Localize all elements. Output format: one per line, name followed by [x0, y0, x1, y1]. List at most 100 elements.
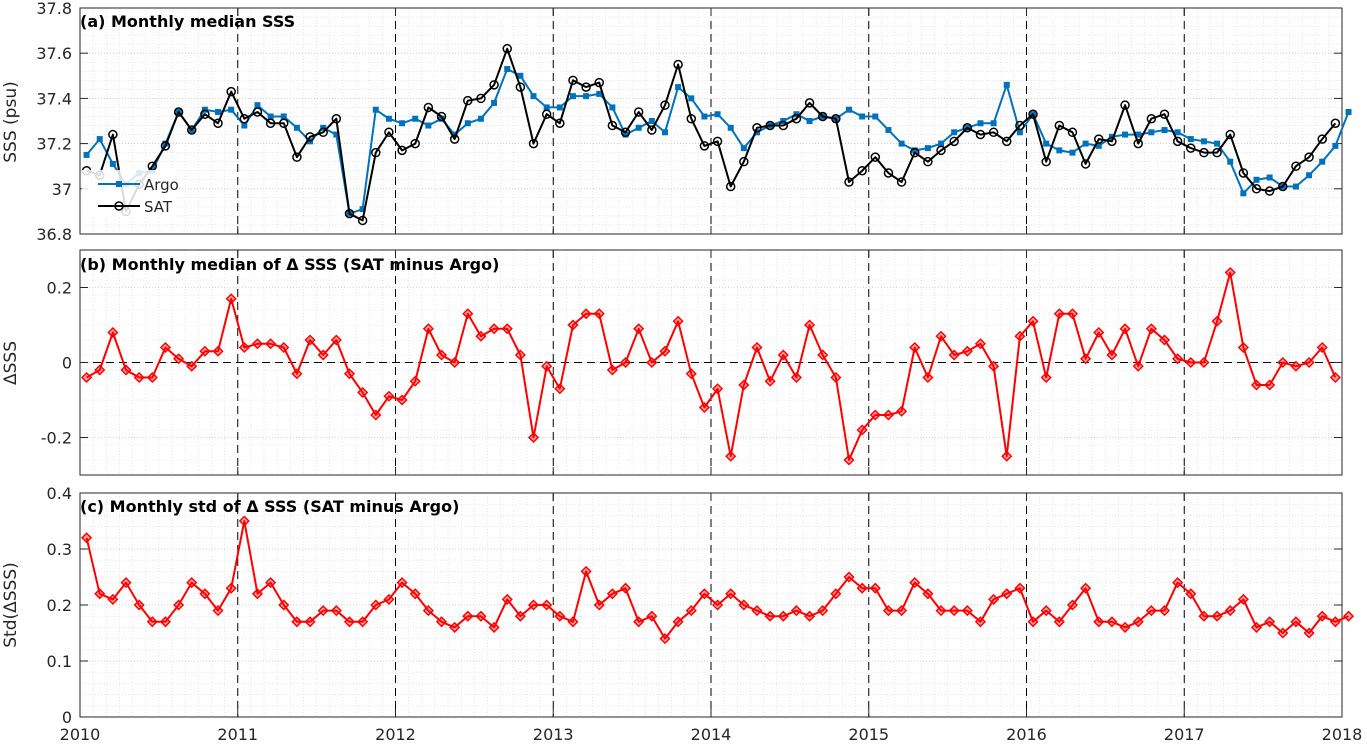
- data-point-c: [1342, 610, 1355, 622]
- data-point-sat: [1146, 113, 1157, 124]
- data-point-b: [1277, 356, 1289, 369]
- data-point-c: [593, 599, 605, 611]
- data-point-c: [1277, 627, 1289, 639]
- data-point-sat: [1304, 152, 1314, 162]
- y-tick-label-b: 0: [62, 354, 72, 373]
- x-tick-label: 2014: [691, 725, 732, 744]
- data-point-sat: [791, 113, 802, 124]
- data-point-b: [804, 319, 816, 331]
- data-point-c: [1290, 616, 1302, 628]
- data-point-b: [1303, 356, 1315, 369]
- data-point-sat: [265, 118, 276, 129]
- y-tick-label-a: 37.4: [36, 89, 72, 108]
- data-point-b: [711, 383, 724, 395]
- data-point-c: [370, 599, 382, 611]
- data-point-b: [173, 353, 185, 365]
- data-point-sat: [857, 165, 867, 176]
- y-tick-label-a: 36.8: [36, 225, 72, 244]
- data-point-c: [1185, 588, 1197, 600]
- data-point-b: [514, 349, 526, 361]
- x-tick-label: 2011: [217, 725, 258, 744]
- data-point-argo: [1253, 176, 1260, 183]
- data-point-c: [1014, 582, 1026, 594]
- data-point-argo: [740, 145, 747, 152]
- data-point-sat: [476, 93, 486, 104]
- series-line-a-sat: [86, 47, 1337, 222]
- data-point-c: [291, 616, 303, 628]
- data-point-c: [1001, 588, 1013, 600]
- data-point-argo: [412, 115, 419, 122]
- data-point-argo: [990, 120, 997, 127]
- data-point-argo: [885, 127, 892, 134]
- data-point-c: [212, 605, 224, 617]
- data-point-c: [1303, 627, 1315, 639]
- data-point-argo: [1043, 140, 1050, 147]
- data-point-argo: [688, 95, 695, 102]
- data-point-c: [948, 605, 960, 617]
- data-point-b: [107, 326, 119, 339]
- data-point-sat: [647, 125, 657, 135]
- x-tick-label: 2016: [1006, 725, 1047, 744]
- data-point-c: [1250, 621, 1263, 633]
- data-point-argo: [254, 102, 261, 109]
- data-point-b: [593, 308, 605, 320]
- data-point-c: [1066, 599, 1079, 611]
- x-tick-label: 2012: [375, 725, 416, 744]
- data-point-sat: [923, 156, 933, 167]
- data-point-sat: [449, 134, 460, 144]
- data-point-sat: [1330, 118, 1341, 129]
- data-point-argo: [543, 104, 550, 111]
- data-point-b: [1106, 349, 1118, 361]
- data-point-sat: [673, 59, 683, 70]
- x-tick-label: 2017: [1164, 725, 1205, 744]
- data-point-c: [199, 588, 211, 600]
- data-point-c: [81, 532, 93, 544]
- series-c-delta: [81, 515, 1355, 645]
- data-point-argo: [596, 90, 603, 97]
- data-point-c: [94, 588, 106, 600]
- data-point-b: [120, 364, 132, 376]
- data-point-sat: [541, 109, 552, 119]
- data-point-c: [1237, 593, 1249, 605]
- data-point-argo: [96, 136, 103, 143]
- data-point-c: [225, 582, 237, 594]
- data-point-b: [1145, 323, 1157, 335]
- data-point-argo: [911, 147, 918, 154]
- data-point-sat: [1080, 159, 1091, 169]
- data-point-c: [514, 610, 526, 622]
- data-point-b: [869, 409, 881, 421]
- data-point-sat: [252, 107, 263, 117]
- data-point-sat: [712, 136, 723, 147]
- data-point-b: [1066, 308, 1079, 320]
- data-point-c: [186, 577, 198, 589]
- data-point-sat: [226, 86, 236, 97]
- data-point-c: [567, 616, 579, 628]
- data-point-b: [777, 349, 789, 361]
- data-point-b: [633, 323, 645, 335]
- y-tick-label-b: -0.2: [41, 429, 72, 448]
- data-point-sat: [200, 109, 210, 119]
- data-point-c: [422, 605, 434, 617]
- data-point-b: [238, 341, 250, 354]
- data-point-b: [646, 356, 658, 369]
- data-point-b: [725, 450, 737, 462]
- data-point-argo: [727, 124, 734, 131]
- data-point-sat: [1172, 136, 1183, 147]
- y-tick-label-a: 37.8: [36, 0, 72, 18]
- data-point-sat: [896, 177, 907, 187]
- data-point-b: [1158, 334, 1171, 346]
- data-point-b: [251, 338, 264, 350]
- data-point-argo: [1187, 136, 1194, 143]
- data-point-argo: [1319, 158, 1326, 165]
- data-point-c: [922, 588, 934, 600]
- data-point-sat: [397, 145, 407, 156]
- data-point-b: [856, 424, 868, 436]
- data-point-c: [790, 605, 802, 617]
- data-point-b: [1185, 356, 1197, 369]
- panel-b-ylabel: ΔSSS: [1, 341, 21, 385]
- data-point-b: [896, 405, 908, 417]
- data-point-b: [1237, 341, 1249, 354]
- data-point-sat: [160, 141, 171, 151]
- panel-b-title: (b) Monthly median of Δ SSS (SAT minus A…: [80, 255, 499, 274]
- data-point-b: [357, 386, 369, 399]
